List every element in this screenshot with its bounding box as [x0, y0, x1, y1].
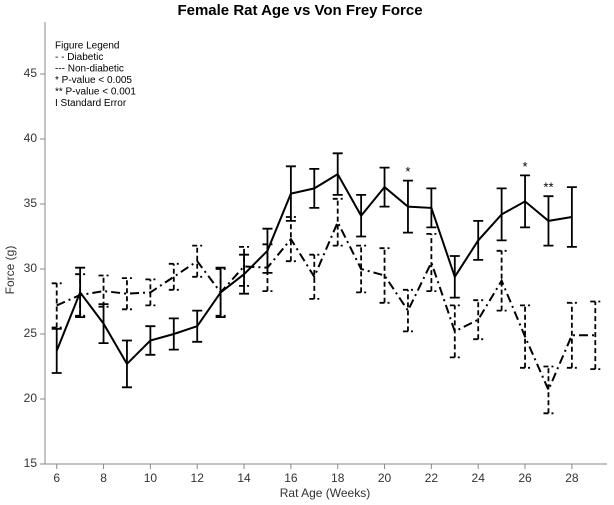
legend-text: * P-value < 0.005: [55, 75, 132, 86]
x-tick-label: 10: [144, 471, 158, 485]
error-bar: [473, 299, 484, 341]
x-tick-label: 8: [100, 471, 107, 485]
y-tick-label: 30: [24, 261, 38, 275]
legend-text: --- Non-diabetic: [55, 64, 124, 75]
error-bar: [215, 268, 226, 317]
series-line: [56, 219, 596, 393]
chart-title: Female Rat Age vs Von Frey Force: [177, 2, 422, 19]
error-bar: [379, 247, 390, 304]
x-tick-label: 12: [191, 471, 205, 485]
error-bar: [566, 186, 577, 248]
x-tick-label: 28: [565, 471, 579, 485]
legend-text: Figure Legend: [55, 41, 120, 52]
error-bar: [192, 309, 203, 343]
error-bar: [402, 288, 413, 333]
x-tick-label: 18: [331, 471, 345, 485]
legend-text: ** P-value < 0.001: [55, 87, 136, 98]
error-bar: [520, 304, 531, 369]
error-bar: [239, 246, 250, 287]
y-tick-label: 25: [24, 326, 38, 340]
error-bar: [168, 317, 179, 351]
annotation: **: [543, 180, 553, 195]
error-bar: [590, 300, 601, 370]
y-axis-label: Force (g): [3, 246, 17, 295]
legend-text: I Standard Error: [55, 98, 127, 109]
error-bar: [520, 174, 531, 229]
error-bar: [309, 168, 320, 209]
x-axis-label: Rat Age (Weeks): [280, 486, 370, 500]
error-bar: [262, 243, 273, 292]
error-bar: [51, 282, 62, 329]
error-bar: [356, 194, 367, 238]
error-bar: [473, 220, 484, 261]
error-bar: [356, 244, 367, 294]
error-bar: [426, 187, 437, 229]
error-bar: [145, 278, 156, 307]
error-bar: [51, 327, 62, 374]
x-tick-label: 6: [53, 471, 60, 485]
error-bar: [309, 253, 320, 300]
error-bar: [332, 197, 343, 247]
error-bar: [192, 244, 203, 278]
y-tick-label: 20: [24, 391, 38, 405]
error-bar: [75, 273, 86, 317]
x-tick-label: 20: [378, 471, 392, 485]
x-tick-label: 14: [237, 471, 251, 485]
annotation: *: [405, 164, 410, 179]
error-bar: [98, 274, 109, 308]
x-tick-label: 26: [518, 471, 532, 485]
error-bar: [543, 365, 554, 415]
error-bar: [332, 152, 343, 196]
error-bar: [285, 216, 296, 263]
x-tick-label: 24: [472, 471, 486, 485]
y-tick-label: 35: [24, 196, 38, 210]
y-tick-label: 45: [24, 66, 38, 80]
error-bar: [449, 304, 460, 359]
x-tick-label: 16: [284, 471, 298, 485]
error-bar: [496, 187, 507, 242]
error-bar: [449, 255, 460, 299]
error-bar: [75, 266, 86, 318]
error-bar: [145, 325, 156, 356]
error-bar: [543, 195, 554, 247]
y-tick-label: 15: [24, 456, 38, 470]
annotation: *: [523, 159, 528, 174]
error-bar: [121, 339, 132, 389]
error-bar: [168, 262, 179, 291]
y-tick-label: 40: [24, 131, 38, 145]
error-bar: [426, 233, 437, 292]
error-bar: [379, 166, 390, 208]
error-bar: [402, 179, 413, 234]
error-bar: [496, 249, 507, 312]
error-bar: [121, 277, 132, 311]
x-tick-label: 22: [425, 471, 439, 485]
error-bar: [98, 303, 109, 344]
error-bar: [566, 301, 577, 369]
legend-text: - - Diabetic: [55, 52, 103, 63]
